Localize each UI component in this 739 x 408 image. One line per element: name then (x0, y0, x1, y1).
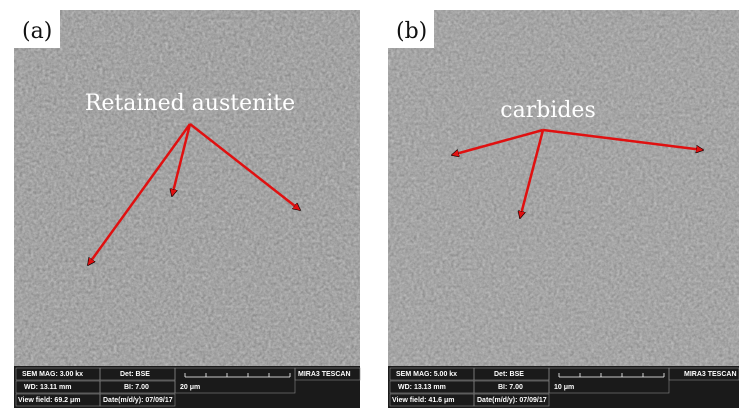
info: 10 μm (554, 384, 574, 391)
info: Date(m/d/y): 07/09/17 (477, 397, 547, 404)
info: SEM MAG: 5.00 kx (396, 371, 457, 378)
info: MIRA3 TESCAN (298, 371, 351, 378)
info: BI: 7.00 (124, 384, 149, 391)
info: View field: 69.2 μm (18, 397, 81, 404)
panel-b: (b) carbides SEM MAG: 5.00 kx Det: BSE M… (388, 10, 739, 408)
panel-label: (a) (22, 19, 52, 44)
annotation: Retained austenite (85, 91, 295, 116)
figure: (a) Retained austenite SEM MAG: 3.00 kx … (0, 0, 739, 408)
panel-a: (a) Retained austenite SEM MAG: 3.00 kx … (14, 10, 360, 408)
info: WD: 13.11 mm (24, 384, 71, 391)
panel-label: (b) (396, 19, 427, 44)
info: Det: BSE (120, 371, 150, 378)
annotation: carbides (500, 98, 595, 123)
info: BI: 7.00 (498, 384, 523, 391)
info: MIRA3 TESCAN (684, 371, 737, 378)
info: 20 μm (180, 384, 200, 391)
info: Date(m/d/y): 07/09/17 (103, 397, 173, 404)
info: View field: 41.6 μm (392, 397, 455, 404)
info: SEM MAG: 3.00 kx (22, 371, 83, 378)
info: WD: 13.13 mm (398, 384, 446, 391)
info: Det: BSE (494, 371, 524, 378)
micrograph-texture (14, 10, 360, 366)
micrograph-texture (388, 10, 739, 366)
